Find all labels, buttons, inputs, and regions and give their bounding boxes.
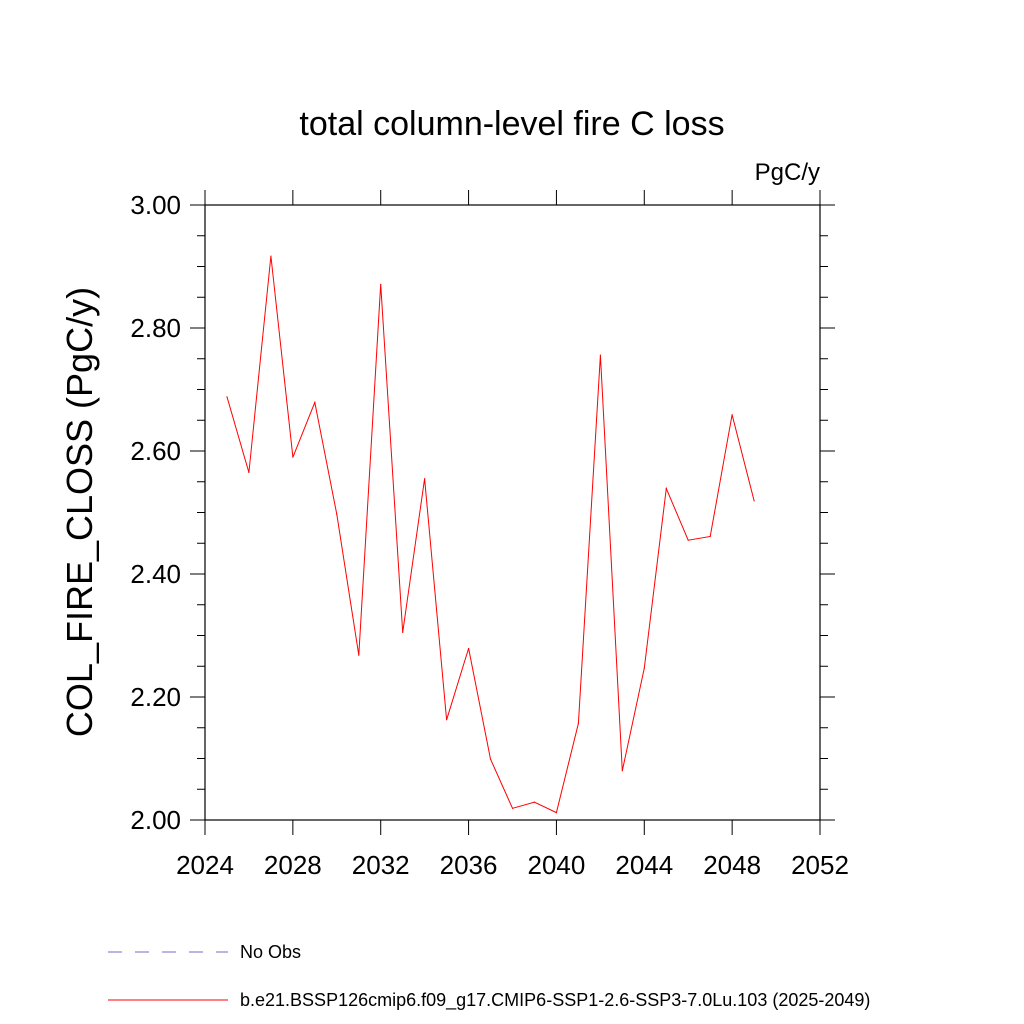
- axes-group: 2.00 2.20 2.40 2.60 2.80 3.00 2024 2028 2032 2036…: [130, 190, 849, 880]
- data-point: [511, 807, 514, 809]
- data-point: [665, 487, 667, 490]
- data-point: [731, 414, 733, 416]
- data-point: [489, 758, 492, 760]
- x-tick-label: 2024: [176, 850, 234, 880]
- y-tick-label: 2.00: [130, 805, 181, 835]
- data-point: [467, 647, 470, 650]
- y-tick-label: 2.60: [130, 436, 181, 466]
- y-axis-label: COL_FIRE_CLOSS (PgC/y): [59, 287, 100, 737]
- y-tick-label: 2.40: [130, 559, 181, 589]
- data-point: [314, 401, 316, 404]
- series-line: [226, 255, 755, 814]
- data-point: [248, 471, 250, 474]
- data-point: [358, 654, 360, 656]
- x-tick-label: 2028: [264, 850, 322, 880]
- x-tick-label: 2048: [703, 850, 761, 880]
- x-tick-label: 2036: [440, 850, 498, 880]
- data-point: [577, 722, 579, 725]
- data-point: [709, 535, 711, 538]
- data-point: [643, 667, 645, 669]
- legend-label: b.e21.BSSP126cmip6.f09_g17.CMIP6-SSP1-2.…: [240, 990, 870, 1011]
- data-point: [292, 456, 294, 458]
- units-label: PgC/y: [755, 159, 820, 186]
- data-point: [446, 719, 448, 721]
- data-point: [599, 354, 601, 356]
- legend-label: No Obs: [240, 942, 301, 962]
- x-tick-label: 2052: [791, 850, 849, 880]
- x-tick-label: 2044: [615, 850, 673, 880]
- data-point: [380, 283, 382, 285]
- data-point: [533, 801, 536, 803]
- chart-title: total column-level fire C loss: [299, 105, 724, 143]
- data-point: [226, 396, 228, 398]
- data-point: [424, 478, 426, 480]
- data-point: [270, 255, 272, 257]
- data-point: [402, 631, 404, 634]
- data-point: [621, 770, 623, 772]
- plot-frame: [204, 204, 821, 821]
- data-point: [555, 812, 558, 814]
- x-tick-label: 2040: [528, 850, 586, 880]
- data-point: [687, 539, 689, 541]
- plot-area: [226, 255, 755, 814]
- y-tick-label: 2.20: [130, 682, 181, 712]
- y-tick-label: 3.00: [130, 190, 181, 220]
- x-tick-label: 2032: [352, 850, 410, 880]
- legend: No Obs b.e21.BSSP126cmip6.f09_g17.CMIP6-S…: [108, 942, 870, 1011]
- data-point: [753, 500, 755, 502]
- y-tick-label: 2.80: [130, 313, 181, 343]
- data-point: [336, 513, 338, 515]
